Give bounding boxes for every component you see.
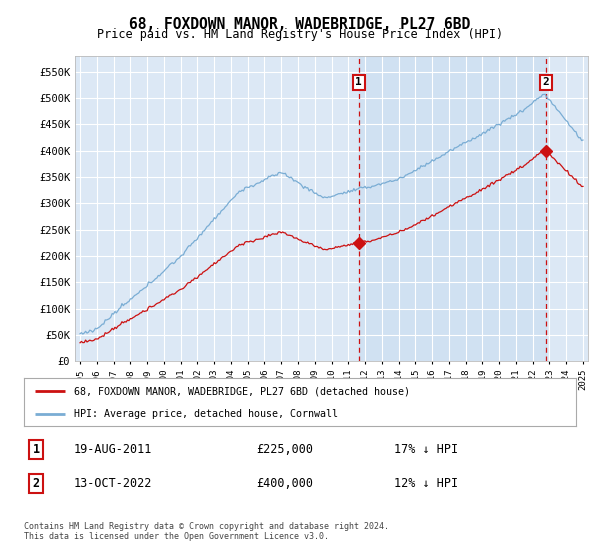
Bar	[359, 56, 546, 361]
Text: Price paid vs. HM Land Registry's House Price Index (HPI): Price paid vs. HM Land Registry's House …	[97, 28, 503, 41]
Text: 19-AUG-2011: 19-AUG-2011	[74, 443, 152, 456]
Text: 12% ↓ HPI: 12% ↓ HPI	[394, 477, 458, 490]
Text: 2: 2	[542, 77, 549, 87]
Text: Contains HM Land Registry data © Crown copyright and database right 2024.
This d: Contains HM Land Registry data © Crown c…	[24, 522, 389, 542]
Text: HPI: Average price, detached house, Cornwall: HPI: Average price, detached house, Corn…	[74, 409, 338, 419]
Text: 1: 1	[355, 77, 362, 87]
Text: 68, FOXDOWN MANOR, WADEBRIDGE, PL27 6BD (detached house): 68, FOXDOWN MANOR, WADEBRIDGE, PL27 6BD …	[74, 386, 410, 396]
Text: 17% ↓ HPI: 17% ↓ HPI	[394, 443, 458, 456]
Text: 13-OCT-2022: 13-OCT-2022	[74, 477, 152, 490]
Text: 68, FOXDOWN MANOR, WADEBRIDGE, PL27 6BD: 68, FOXDOWN MANOR, WADEBRIDGE, PL27 6BD	[130, 17, 470, 32]
Text: £225,000: £225,000	[256, 443, 313, 456]
Text: £400,000: £400,000	[256, 477, 313, 490]
Text: 1: 1	[32, 443, 40, 456]
Text: 2: 2	[32, 477, 40, 490]
